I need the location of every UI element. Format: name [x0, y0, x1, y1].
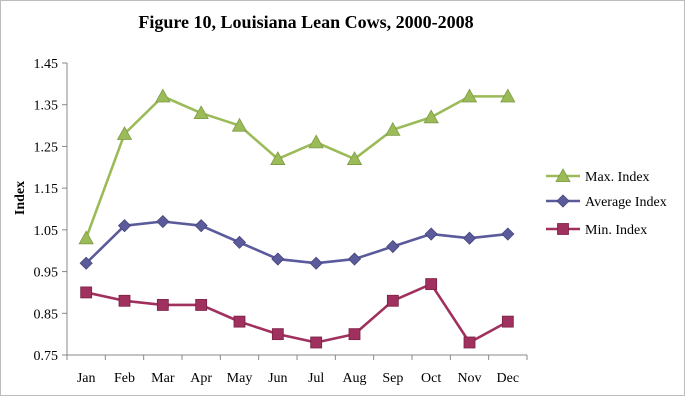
y-axis-label: Index: [13, 181, 28, 215]
data-point: [271, 252, 285, 266]
data-point: [424, 227, 438, 241]
data-point: [233, 315, 246, 328]
data-point: [231, 117, 248, 132]
legend-label: Average Index: [585, 195, 667, 210]
legend-marker: [555, 168, 571, 183]
x-tick-label: May: [227, 371, 253, 386]
series-layer: [78, 88, 516, 349]
y-tick-label: 1.25: [34, 140, 59, 155]
x-tick-label: Jan: [77, 371, 96, 386]
data-point: [232, 235, 247, 249]
legend-marker: [556, 194, 570, 208]
data-point: [270, 151, 286, 165]
data-point: [78, 230, 94, 245]
data-point: [386, 239, 400, 254]
legend-item: Average Index: [546, 194, 667, 210]
y-tick-label: 1.05: [34, 224, 59, 239]
data-point: [310, 336, 323, 349]
series-square: [80, 278, 514, 349]
axes: 0.75 0.85 0.95 1.05 1.15 1.25 1.35 1.45 Jan Feb Ma…: [34, 57, 528, 386]
y-tick-label: 1.45: [34, 57, 59, 72]
data-point: [194, 219, 208, 233]
legend: Max. Index Average Index Min. Index: [546, 168, 667, 238]
x-tick-label: Apr: [190, 371, 212, 386]
y-tick-label: 1.15: [34, 182, 59, 197]
x-tick-label: Sep: [382, 371, 403, 386]
data-point: [462, 231, 477, 245]
x-tick-label: Feb: [114, 371, 135, 386]
data-point: [425, 278, 438, 290]
data-point: [156, 214, 170, 229]
x-tick-label: Nov: [457, 371, 481, 386]
data-point: [501, 227, 515, 241]
x-tick-label: Dec: [497, 371, 520, 386]
legend-marker: [557, 223, 569, 235]
series-line: [85, 220, 508, 265]
data-point: [271, 328, 284, 341]
legend-item: Min. Index: [546, 223, 647, 238]
y-tick-label: 0.85: [34, 307, 59, 322]
data-point: [193, 105, 209, 120]
y-tick-label: 0.75: [34, 349, 59, 364]
legend-label: Max. Index: [585, 170, 650, 185]
data-point: [308, 134, 324, 149]
data-point: [195, 299, 208, 311]
data-point: [79, 256, 93, 270]
data-point: [156, 299, 169, 311]
data-point: [155, 88, 171, 103]
data-point: [347, 252, 362, 266]
data-point: [423, 109, 439, 124]
data-point: [346, 151, 363, 165]
x-tick-label: Jul: [308, 371, 324, 386]
x-tick-label: Jun: [268, 371, 287, 386]
series-diamond: [79, 214, 515, 270]
data-point: [386, 294, 399, 307]
data-point: [117, 219, 132, 233]
series-line: [84, 95, 508, 239]
legend-item: Max. Index: [546, 168, 650, 185]
data-point: [461, 88, 478, 103]
data-point: [501, 315, 514, 328]
x-tick-label: Mar: [151, 371, 175, 386]
chart-title: Figure 10, Louisiana Lean Cows, 2000-200…: [138, 12, 473, 32]
data-point: [309, 256, 323, 270]
y-tick-label: 0.95: [34, 266, 59, 281]
x-tick-label: Oct: [421, 371, 441, 386]
data-point: [116, 126, 133, 140]
y-tick-label: 1.35: [34, 99, 59, 114]
legend-label: Min. Index: [585, 223, 647, 238]
x-tick-label: Aug: [342, 371, 366, 386]
series-triangle: [78, 88, 516, 245]
data-point: [118, 294, 131, 307]
data-point: [500, 88, 516, 103]
data-point: [385, 121, 401, 136]
data-point: [80, 286, 93, 299]
series-line: [85, 282, 509, 344]
data-point: [463, 336, 476, 349]
data-point: [348, 328, 361, 341]
